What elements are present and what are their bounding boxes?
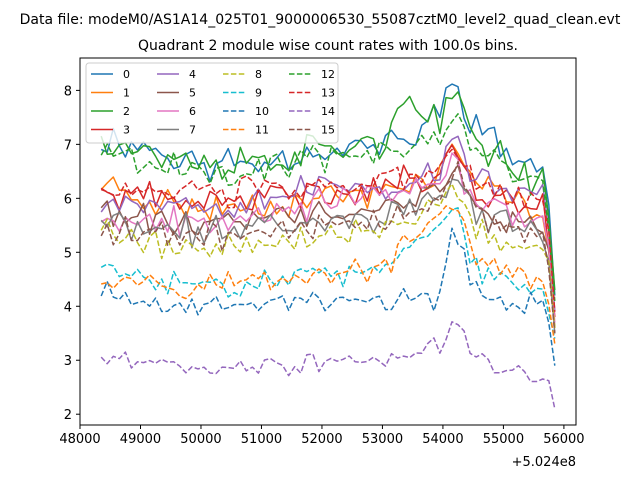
x-tick-label: 56000 bbox=[543, 432, 584, 447]
legend-label-11: 11 bbox=[255, 124, 269, 137]
series-line-10 bbox=[100, 227, 556, 366]
series-line-11 bbox=[101, 205, 556, 345]
x-tick-label: 54000 bbox=[422, 432, 463, 447]
series-line-12 bbox=[100, 113, 556, 301]
series-line-15 bbox=[100, 160, 556, 334]
legend-label-14: 14 bbox=[321, 105, 335, 118]
series-line-9 bbox=[100, 207, 556, 339]
suptitle: Data file: modeM0/AS1A14_025T01_90000065… bbox=[20, 12, 621, 28]
series-line-13 bbox=[100, 148, 556, 312]
legend-label-15: 15 bbox=[321, 124, 335, 137]
x-tick-label: 53000 bbox=[362, 432, 403, 447]
x-tick-label: 50000 bbox=[180, 432, 221, 447]
legend-label-2: 2 bbox=[123, 105, 130, 118]
y-tick-label: 4 bbox=[64, 300, 72, 315]
y-tick-label: 3 bbox=[64, 354, 72, 369]
series-line-14 bbox=[100, 321, 556, 409]
legend-box bbox=[85, 62, 339, 144]
y-tick-label: 2 bbox=[64, 408, 72, 423]
series-line-6 bbox=[100, 152, 556, 323]
x-tick-label: 49000 bbox=[120, 432, 161, 447]
legend-label-3: 3 bbox=[123, 124, 130, 137]
x-offset-label: +5.024e8 bbox=[512, 455, 576, 470]
y-tick-label: 8 bbox=[64, 84, 72, 99]
y-tick-label: 7 bbox=[64, 138, 72, 153]
series-line-7 bbox=[100, 178, 556, 334]
legend-label-8: 8 bbox=[255, 68, 262, 81]
legend-label-0: 0 bbox=[123, 68, 130, 81]
x-tick-label: 55000 bbox=[483, 432, 524, 447]
series-line-2 bbox=[100, 91, 556, 291]
series-line-8 bbox=[100, 183, 556, 328]
plot-frame bbox=[79, 57, 577, 426]
series-line-0 bbox=[100, 83, 556, 296]
series-line-4 bbox=[100, 135, 556, 312]
axes-layer: 48000 49000 50000 51000 52000 53000 54000 55000… bbox=[59, 84, 584, 447]
series-line-3 bbox=[100, 144, 556, 318]
y-tick-label: 5 bbox=[64, 246, 72, 261]
legend-label-7: 7 bbox=[189, 124, 196, 137]
legend-label-6: 6 bbox=[189, 105, 196, 118]
x-tick-label: 52000 bbox=[301, 432, 342, 447]
x-tick-label: 48000 bbox=[59, 432, 100, 447]
legend-label-5: 5 bbox=[189, 87, 196, 100]
legend-label-4: 4 bbox=[189, 68, 196, 81]
chart-title: Quadrant 2 module wise count rates with … bbox=[138, 38, 518, 54]
x-tick-label: 51000 bbox=[241, 432, 282, 447]
legend-label-9: 9 bbox=[255, 87, 262, 100]
legend-label-10: 10 bbox=[255, 105, 269, 118]
series-layer bbox=[100, 83, 556, 409]
legend-label-13: 13 bbox=[321, 87, 335, 100]
legend-label-12: 12 bbox=[321, 68, 335, 81]
y-tick-label: 6 bbox=[64, 192, 72, 207]
legend-label-1: 1 bbox=[123, 87, 130, 100]
